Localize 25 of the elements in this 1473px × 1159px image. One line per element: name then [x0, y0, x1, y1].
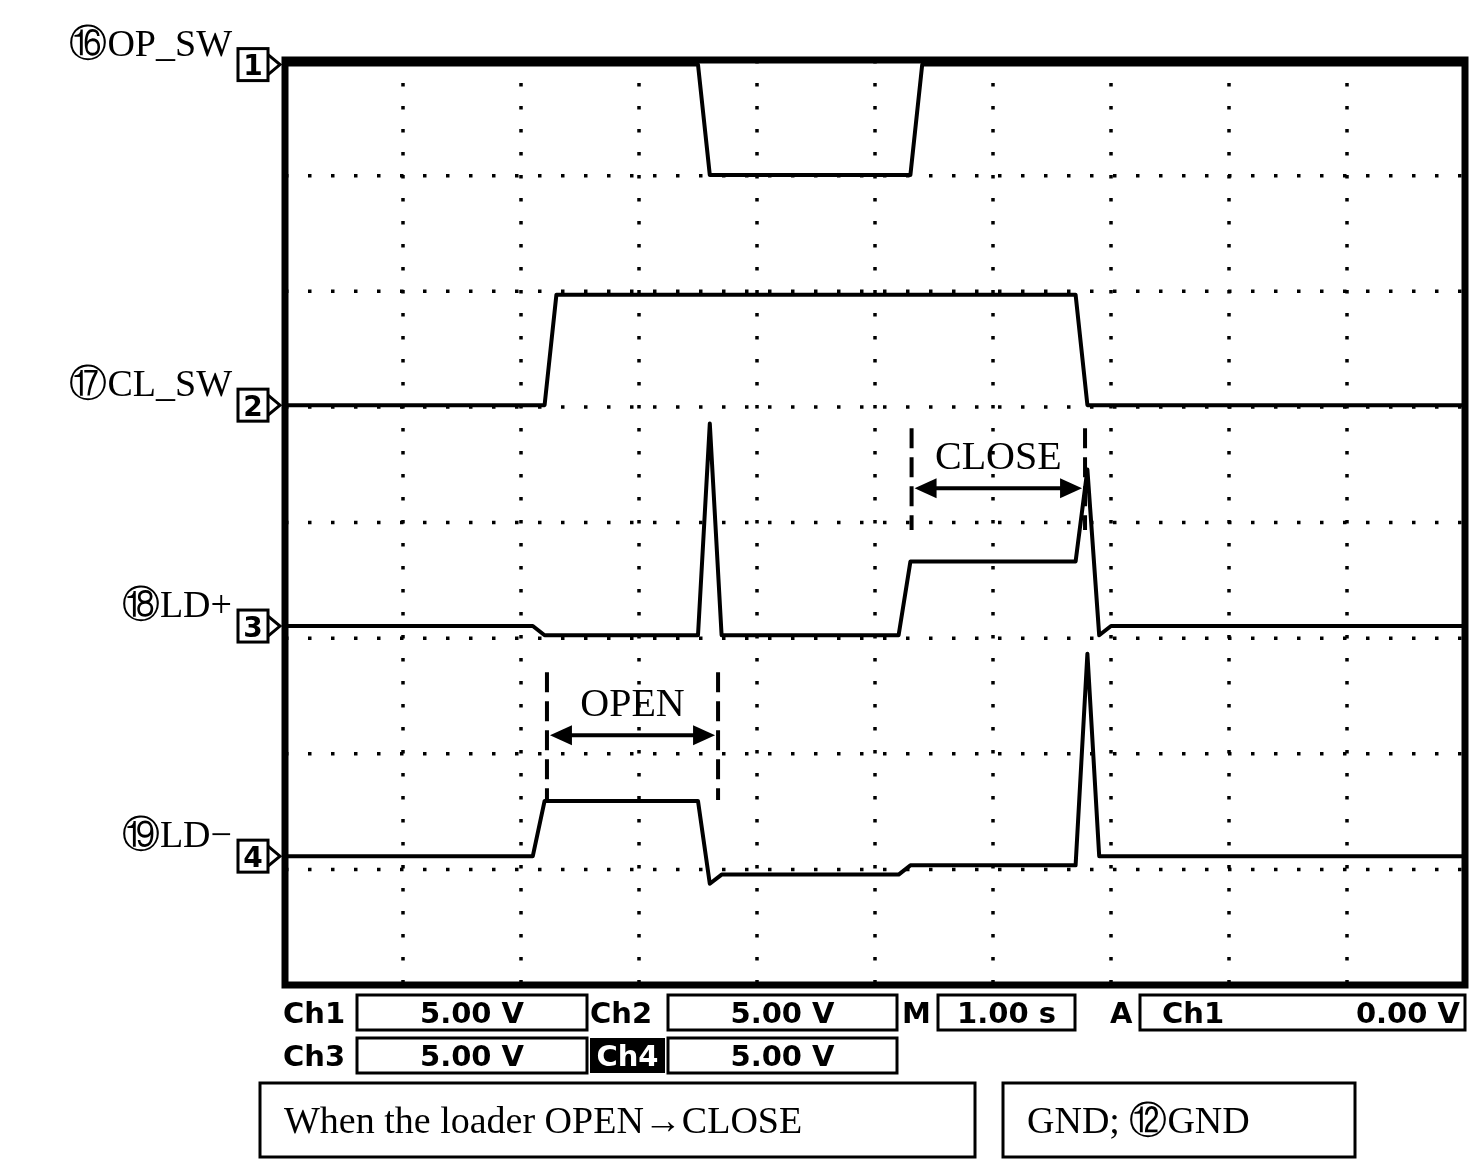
text: 4 — [243, 840, 263, 874]
legend-label: ⑰CL_SW — [69, 362, 233, 405]
text: Ch4 — [596, 1038, 659, 1073]
legend-label: ⑯OP_SW — [69, 21, 233, 64]
text: 2 — [243, 389, 263, 423]
text: 5.00 V — [419, 1038, 525, 1073]
text: Ch1 — [1162, 995, 1225, 1030]
text: Ch2 — [590, 995, 653, 1030]
text: GND; ⑫GND — [1027, 1099, 1250, 1141]
text: 5.00 V — [419, 995, 525, 1030]
text: Ch1 — [283, 995, 346, 1030]
text: A — [1110, 995, 1133, 1030]
annotation: CLOSE — [934, 433, 1062, 479]
legend-label: ⑱LD+ — [121, 583, 232, 626]
text: 5.00 V — [730, 1038, 836, 1073]
text: 5.00 V — [730, 995, 836, 1030]
text: 1.00 s — [957, 995, 1056, 1030]
text: 0.00 V — [1355, 995, 1461, 1030]
text: Ch3 — [283, 1038, 346, 1073]
text: M — [902, 995, 931, 1030]
annotation: OPEN — [580, 680, 685, 726]
legend-label: ⑲LD− — [121, 813, 232, 856]
text: 1 — [243, 49, 263, 83]
text: 3 — [243, 610, 263, 644]
text: When the loader OPEN→CLOSE — [284, 1099, 803, 1141]
